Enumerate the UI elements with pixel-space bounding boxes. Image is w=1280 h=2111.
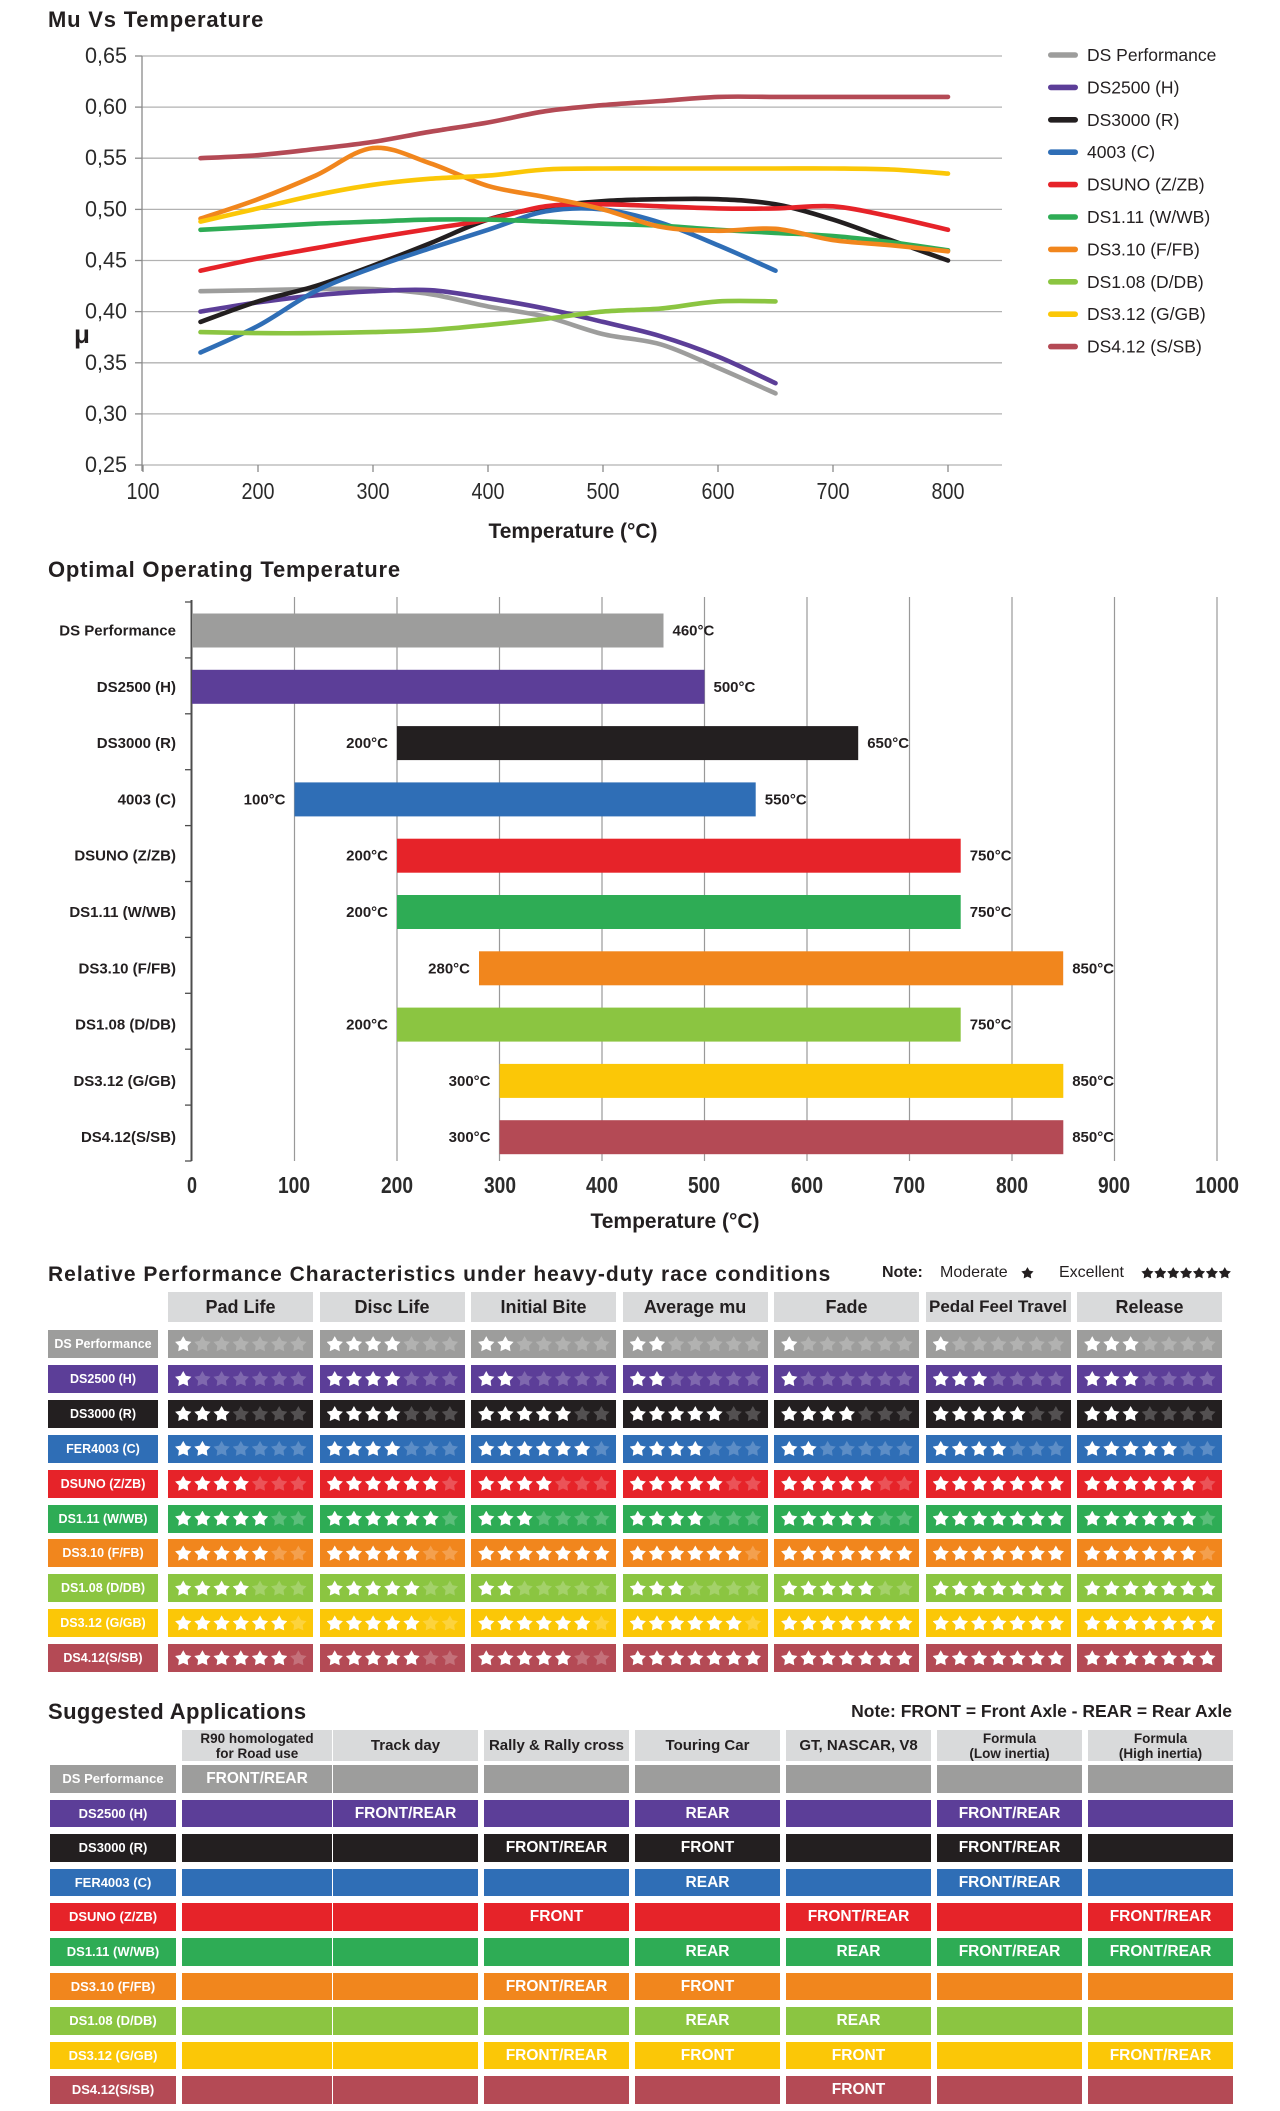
- svg-text:DS3000 (R): DS3000 (R): [1087, 110, 1179, 130]
- svg-text:200°C: 200°C: [346, 848, 388, 865]
- svg-text:0: 0: [187, 1172, 197, 1198]
- svg-text:DS3.10 (F/FB): DS3.10 (F/FB): [1087, 239, 1200, 259]
- svg-text:1000: 1000: [1195, 1172, 1239, 1198]
- svg-text:300: 300: [484, 1172, 516, 1198]
- svg-text:200: 200: [381, 1172, 413, 1198]
- svg-text:800: 800: [996, 1172, 1028, 1198]
- svg-text:300°C: 300°C: [449, 1073, 491, 1090]
- svg-text:750°C: 750°C: [970, 848, 1012, 865]
- svg-text:500: 500: [688, 1172, 720, 1198]
- svg-text:600: 600: [791, 1172, 823, 1198]
- svg-text:DS2500 (H): DS2500 (H): [1087, 77, 1179, 97]
- svg-text:200: 200: [242, 478, 275, 504]
- svg-text:0,65: 0,65: [85, 43, 127, 68]
- svg-text:0,50: 0,50: [85, 196, 127, 221]
- svg-text:0,60: 0,60: [85, 94, 127, 119]
- svg-text:400: 400: [472, 478, 505, 504]
- svg-text:Temperature (°C): Temperature (°C): [488, 520, 657, 543]
- svg-text:550°C: 550°C: [765, 791, 807, 808]
- svg-text:DS1.08 (D/DB): DS1.08 (D/DB): [75, 1017, 176, 1034]
- svg-text:750°C: 750°C: [970, 904, 1012, 921]
- svg-text:750°C: 750°C: [970, 1017, 1012, 1034]
- svg-text:900: 900: [1098, 1172, 1130, 1198]
- svg-text:Optimal Operating Temperature: Optimal Operating Temperature: [48, 557, 401, 582]
- svg-text:Mu Vs Temperature: Mu Vs Temperature: [48, 7, 264, 32]
- svg-text:4003 (C): 4003 (C): [118, 791, 176, 808]
- svg-text:0,45: 0,45: [85, 248, 127, 273]
- svg-text:0,25: 0,25: [85, 452, 127, 477]
- svg-text:0,55: 0,55: [85, 145, 127, 170]
- svg-text:650°C: 650°C: [867, 735, 909, 752]
- svg-text:DSUNO (Z/ZB): DSUNO (Z/ZB): [74, 848, 176, 865]
- svg-text:800: 800: [932, 478, 965, 504]
- svg-text:200°C: 200°C: [346, 735, 388, 752]
- svg-text:Temperature (°C): Temperature (°C): [590, 1210, 759, 1233]
- svg-text:850°C: 850°C: [1072, 1129, 1114, 1146]
- svg-text:200°C: 200°C: [346, 1017, 388, 1034]
- svg-text:700: 700: [817, 478, 850, 504]
- svg-text:100°C: 100°C: [244, 791, 286, 808]
- svg-text:0,40: 0,40: [85, 299, 127, 324]
- svg-text:DS3000 (R): DS3000 (R): [97, 735, 176, 752]
- svg-text:100: 100: [127, 478, 160, 504]
- svg-text:280°C: 280°C: [428, 960, 470, 977]
- svg-text:DS2500 (H): DS2500 (H): [97, 679, 176, 696]
- svg-text:DS Performance: DS Performance: [1087, 45, 1216, 65]
- svg-text:DS3.10 (F/FB): DS3.10 (F/FB): [78, 960, 176, 977]
- svg-text:500°C: 500°C: [714, 679, 756, 696]
- svg-text:DS4.12(S/SB): DS4.12(S/SB): [81, 1129, 176, 1146]
- svg-text:300°C: 300°C: [449, 1129, 491, 1146]
- svg-text:100: 100: [278, 1172, 310, 1198]
- svg-text:0,35: 0,35: [85, 350, 127, 375]
- svg-text:DS3.12 (G/GB): DS3.12 (G/GB): [73, 1073, 176, 1090]
- svg-text:300: 300: [357, 478, 390, 504]
- svg-text:200°C: 200°C: [346, 904, 388, 921]
- svg-text:600: 600: [702, 478, 735, 504]
- svg-text:DS4.12 (S/SB): DS4.12 (S/SB): [1087, 337, 1202, 357]
- svg-text:μ: μ: [74, 319, 90, 349]
- svg-text:400: 400: [586, 1172, 618, 1198]
- svg-text:DS Performance: DS Performance: [59, 623, 176, 640]
- svg-text:0,30: 0,30: [85, 401, 127, 426]
- svg-text:500: 500: [587, 478, 620, 504]
- svg-text:DSUNO (Z/ZB): DSUNO (Z/ZB): [1087, 175, 1205, 195]
- svg-text:DS1.11 (W/WB): DS1.11 (W/WB): [1087, 207, 1210, 227]
- svg-text:DS3.12 (G/GB): DS3.12 (G/GB): [1087, 304, 1206, 324]
- svg-text:DS1.11 (W/WB): DS1.11 (W/WB): [69, 904, 176, 921]
- svg-text:DS1.08 (D/DB): DS1.08 (D/DB): [1087, 272, 1204, 292]
- svg-text:850°C: 850°C: [1072, 960, 1114, 977]
- svg-text:850°C: 850°C: [1072, 1073, 1114, 1090]
- svg-text:4003 (C): 4003 (C): [1087, 142, 1155, 162]
- svg-text:460°C: 460°C: [673, 623, 715, 640]
- svg-text:700: 700: [893, 1172, 925, 1198]
